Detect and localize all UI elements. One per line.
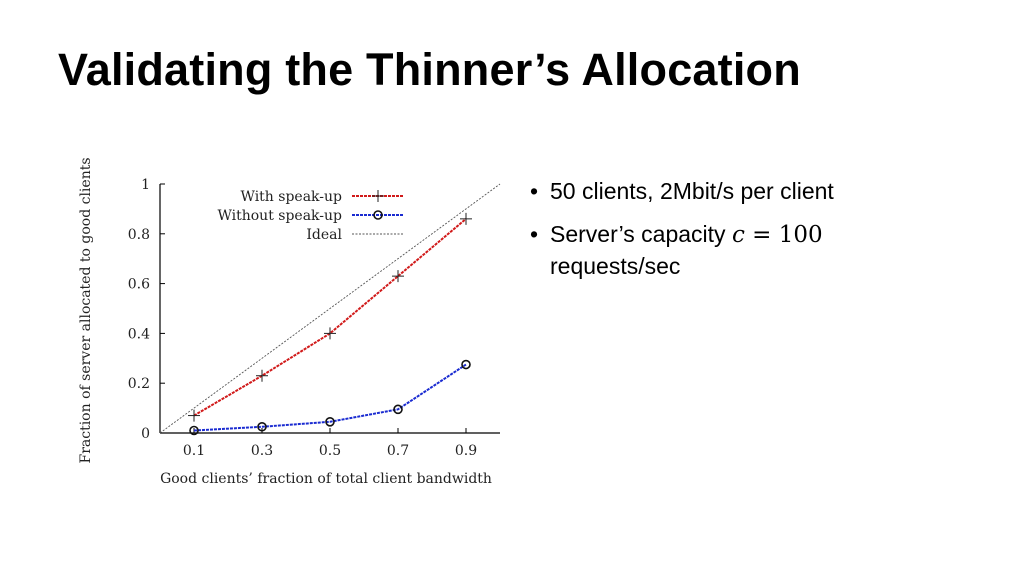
- chart-legend: With speak-up Without speak-up Ideal: [217, 189, 404, 243]
- x-tick-label: 0.9: [455, 443, 477, 459]
- bullet-item: • 50 clients, 2Mbit/s per client: [530, 176, 950, 207]
- circle-marker: [257, 421, 267, 432]
- bullet-text: 50 clients, 2Mbit/s per client: [550, 178, 834, 204]
- x-tick-label: 0.1: [183, 443, 205, 459]
- plus-marker: [256, 369, 268, 382]
- y-tick-label: 1: [141, 177, 150, 193]
- legend-label: Ideal: [306, 227, 342, 243]
- ideal-line: [159, 183, 501, 434]
- slide-title: Validating the Thinner’s Allocation: [58, 44, 801, 95]
- circle-marker: [461, 359, 471, 370]
- series-layer: [188, 212, 472, 436]
- y-tick-label: 0.2: [128, 376, 150, 392]
- bullet-text: Server’s capacity: [550, 221, 732, 247]
- circle-marker: [393, 404, 403, 415]
- y-axis-label: Fraction of server allocated to good cli…: [78, 157, 94, 463]
- bullet-list: • 50 clients, 2Mbit/s per client • Serve…: [530, 176, 950, 294]
- circle-marker: [325, 416, 335, 427]
- x-axis-label: Good clients’ fraction of total client b…: [160, 471, 492, 487]
- y-tick-label: 0.6: [128, 277, 150, 293]
- x-tick-label: 0.3: [251, 443, 273, 459]
- x-tick-label: 0.7: [387, 443, 409, 459]
- math-variable: c: [731, 222, 745, 248]
- legend-label: With speak-up: [241, 189, 342, 205]
- bullet-item: • Server’s capacity c = 100 requests/sec: [530, 219, 950, 282]
- line-chart: 0 0.2 0.4 0.6 0.8 1 0.1 0.3 0.5 0.7 0.9 With spea…: [78, 157, 501, 487]
- plus-marker: [460, 212, 472, 225]
- y-tick-label: 0: [141, 426, 150, 442]
- bullet-text-continued: requests/sec: [550, 253, 681, 279]
- ideal-line-layer: [159, 183, 501, 434]
- circle-marker: [189, 425, 199, 436]
- x-ticks: 0.1 0.3 0.5 0.7 0.9: [183, 428, 477, 459]
- y-tick-label: 0.8: [128, 227, 150, 243]
- plus-marker: [324, 327, 336, 340]
- y-tick-label: 0.4: [128, 326, 150, 342]
- legend-label: Without speak-up: [217, 208, 342, 224]
- plus-marker: [188, 409, 200, 422]
- y-ticks: 0 0.2 0.4 0.6 0.8 1: [128, 177, 165, 442]
- x-tick-label: 0.5: [319, 443, 341, 459]
- legend-circle-marker: [373, 210, 383, 220]
- plus-marker: [392, 270, 404, 283]
- math-expression: = 100: [744, 222, 823, 248]
- series-line: [193, 363, 467, 432]
- series-line: [193, 218, 467, 417]
- bullet-dot-icon: •: [530, 178, 539, 204]
- bullet-dot-icon: •: [530, 221, 539, 247]
